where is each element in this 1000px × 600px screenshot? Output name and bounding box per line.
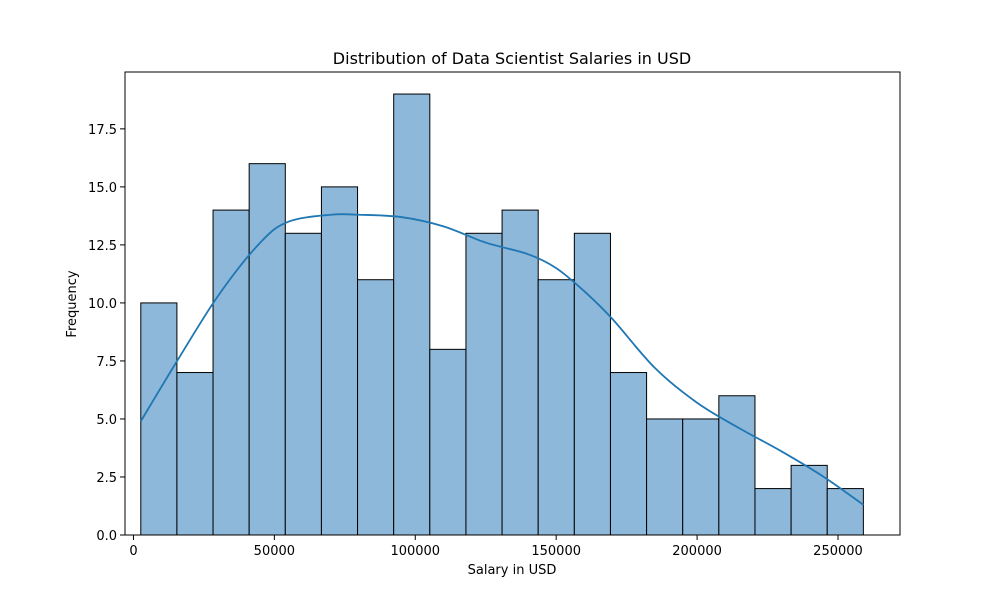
x-tick-label: 50000 bbox=[254, 544, 295, 559]
y-tick-label: 7.5 bbox=[96, 355, 117, 370]
histogram-bar bbox=[248, 163, 286, 536]
histogram-bar bbox=[393, 93, 431, 536]
y-tick-label: 15.0 bbox=[88, 181, 117, 196]
x-axis-label: Salary in USD bbox=[468, 563, 557, 578]
y-tick-label: 10.0 bbox=[88, 297, 117, 312]
x-tick-label: 100000 bbox=[390, 544, 440, 559]
kde-line bbox=[140, 213, 864, 506]
chart-title: Distribution of Data Scientist Salaries … bbox=[333, 49, 691, 68]
plot-frame bbox=[124, 71, 901, 536]
histogram-bar bbox=[320, 186, 359, 536]
histogram-bar bbox=[429, 348, 467, 536]
y-tick-label: 17.5 bbox=[88, 123, 117, 138]
y-axis: 0.0 2.5 5.0 7.5 10.0 12.5 15.0 17.5 bbox=[88, 123, 125, 544]
y-tick-label: 5.0 bbox=[96, 413, 117, 428]
y-axis-label: Frequency bbox=[65, 270, 80, 337]
histogram-bar bbox=[176, 372, 214, 536]
histogram-bar bbox=[537, 279, 575, 536]
histogram-bar bbox=[284, 232, 322, 536]
kde-group bbox=[140, 213, 864, 506]
histogram-bar bbox=[501, 209, 539, 536]
x-tick-label: 200000 bbox=[672, 544, 722, 559]
x-tick-label: 0 bbox=[129, 544, 137, 559]
histogram-bar bbox=[357, 279, 395, 536]
histogram-bar bbox=[573, 232, 611, 536]
histogram-bar bbox=[682, 418, 720, 536]
histogram-bar bbox=[754, 488, 792, 536]
histogram-bar bbox=[140, 302, 178, 536]
histogram-bar bbox=[718, 395, 756, 536]
histogram-bar bbox=[826, 488, 864, 536]
histogram-bar bbox=[646, 418, 684, 536]
x-tick-label: 250000 bbox=[813, 544, 863, 559]
histogram-bar bbox=[465, 232, 503, 536]
x-tick-label: 150000 bbox=[531, 544, 581, 559]
histogram-bar bbox=[212, 209, 250, 536]
bars-group bbox=[140, 93, 864, 536]
y-tick-label: 12.5 bbox=[88, 239, 117, 254]
y-tick-label: 2.5 bbox=[96, 471, 117, 486]
histogram-bar bbox=[790, 464, 828, 536]
histogram-bar bbox=[609, 372, 648, 536]
x-axis: 0 50000 100000 150000 200000 250000 bbox=[129, 535, 863, 559]
y-tick-label: 0.0 bbox=[96, 529, 117, 544]
